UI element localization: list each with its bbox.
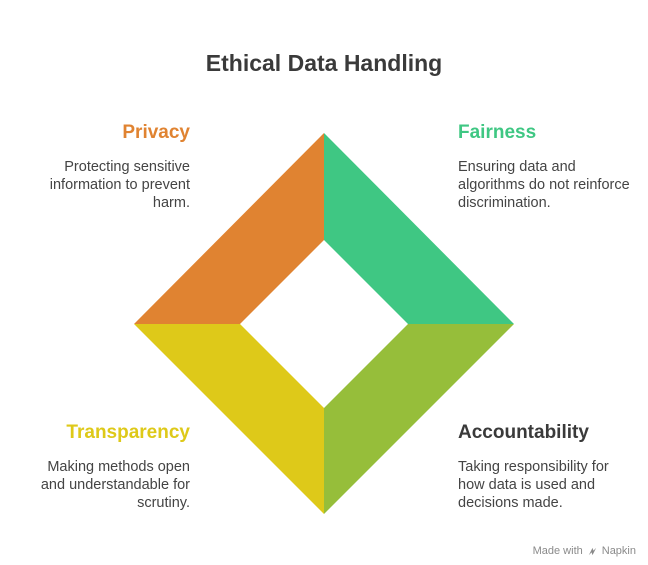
accountability-label-block: Accountability Taking responsibility for… xyxy=(458,422,638,512)
accountability-title: Accountability xyxy=(458,422,589,443)
privacy-title: Privacy xyxy=(122,122,190,143)
transparency-label-block: Transparency Making methods open and und… xyxy=(0,422,190,512)
transparency-segment xyxy=(134,324,324,514)
footer-attribution: Made with Napkin xyxy=(533,545,636,557)
privacy-segment xyxy=(134,133,324,324)
privacy-label-block: Privacy Protecting sensitive information… xyxy=(0,122,190,212)
accountability-segment xyxy=(324,324,514,514)
diagram-title: Ethical Data Handling xyxy=(205,50,443,76)
accountability-description: Taking responsibility for how data is us… xyxy=(458,459,609,511)
transparency-title: Transparency xyxy=(66,422,190,443)
fairness-segment xyxy=(324,133,514,324)
napkin-brand-text: Napkin xyxy=(601,545,636,557)
fairness-label-block: Fairness Ensuring data and algorithms do… xyxy=(458,122,638,212)
made-with-text: Made with xyxy=(532,545,583,557)
transparency-description: Making methods open and understandable f… xyxy=(40,459,190,511)
privacy-description: Protecting sensitive information to prev… xyxy=(49,159,190,211)
fairness-description: Ensuring data and algorithms do not rein… xyxy=(458,159,630,211)
napkin-logo-icon xyxy=(588,547,596,555)
fairness-title: Fairness xyxy=(458,122,537,143)
